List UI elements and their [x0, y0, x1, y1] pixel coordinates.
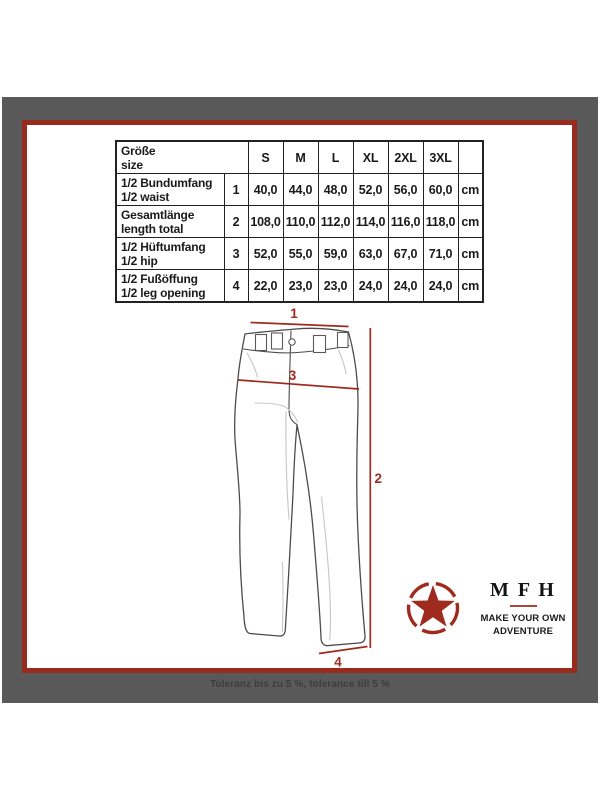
row-label: 1/2 Hüftumfang 1/2 hip: [115, 237, 225, 270]
row-label-de: 1/2 Fußöffung: [121, 271, 198, 286]
header-size-label-en: size: [121, 157, 143, 172]
value-cell: 56,0: [387, 173, 424, 206]
size-column-header: XL: [352, 140, 389, 174]
unit-cell: cm: [457, 237, 484, 270]
header-size-label-de: Größe: [121, 143, 156, 158]
size-column-header: M: [282, 140, 319, 174]
value-cell: 116,0: [387, 205, 424, 238]
value-cell: 108,0: [247, 205, 284, 238]
size-column-header: 3XL: [422, 140, 459, 174]
row-ref: 3: [223, 237, 249, 270]
tolerance-note: Toleranz bis zu 5 %, tolerance till 5 %: [210, 679, 390, 690]
logo-brand: M F H: [490, 579, 556, 601]
row-label-de: 1/2 Hüftumfang: [121, 239, 206, 254]
value-cell: 63,0: [352, 237, 389, 270]
value-cell: 24,0: [422, 269, 459, 303]
row-label-en: 1/2 leg opening: [121, 285, 206, 300]
value-cell: 110,0: [282, 205, 319, 238]
row-label-de: Gesamtlänge: [121, 207, 195, 222]
header-size-label: Größe size: [115, 140, 249, 174]
row-label: Gesamtlänge length total: [115, 205, 225, 238]
value-cell: 59,0: [317, 237, 354, 270]
value-cell: 52,0: [247, 237, 284, 270]
value-cell: 112,0: [317, 205, 354, 238]
logo-tagline-line2: ADVENTURE: [492, 626, 553, 637]
value-cell: 24,0: [387, 269, 424, 303]
value-cell: 55,0: [282, 237, 319, 270]
mfh-logo: M F H MAKE YOUR OWN ADVENTURE: [405, 580, 574, 638]
value-cell: 48,0: [317, 173, 354, 206]
row-label-en: 1/2 waist: [121, 189, 170, 204]
value-cell: 44,0: [282, 173, 319, 206]
value-cell: 60,0: [422, 173, 459, 206]
value-cell: 52,0: [352, 173, 389, 206]
table-row: 1/2 Fußöffung 1/2 leg opening 4 22,0 23,…: [115, 269, 484, 303]
row-label: 1/2 Fußöffung 1/2 leg opening: [115, 269, 225, 303]
logo-text-block: M F H MAKE YOUR OWN ADVENTURE: [472, 580, 574, 638]
table-header-row: Größe size S M L XL 2XL 3XL: [115, 140, 484, 174]
row-label-en: 1/2 hip: [121, 253, 158, 268]
star-icon: [406, 581, 460, 635]
table-row: 1/2 Bundumfang 1/2 waist 1 40,0 44,0 48,…: [115, 173, 484, 206]
unit-column-header: [457, 140, 484, 174]
logo-tagline-line1: MAKE YOUR OWN: [480, 613, 566, 624]
value-cell: 114,0: [352, 205, 389, 238]
unit-cell: cm: [457, 269, 484, 303]
value-cell: 40,0: [247, 173, 284, 206]
value-cell: 23,0: [317, 269, 354, 303]
size-table: Größe size S M L XL 2XL 3XL 1/2 Bundumfa…: [115, 140, 484, 303]
table-row: 1/2 Hüftumfang 1/2 hip 3 52,0 55,0 59,0 …: [115, 237, 484, 270]
row-ref: 2: [223, 205, 249, 238]
value-cell: 23,0: [282, 269, 319, 303]
size-column-header: 2XL: [387, 140, 424, 174]
logo-divider: [509, 605, 537, 607]
value-cell: 118,0: [422, 205, 459, 238]
unit-cell: cm: [457, 173, 484, 206]
row-ref: 1: [223, 173, 249, 206]
value-cell: 24,0: [352, 269, 389, 303]
row-label-en: length total: [121, 221, 184, 236]
size-column-header: S: [247, 140, 284, 174]
row-label-de: 1/2 Bundumfang: [121, 175, 213, 190]
row-label: 1/2 Bundumfang 1/2 waist: [115, 173, 225, 206]
unit-cell: cm: [457, 205, 484, 238]
value-cell: 71,0: [422, 237, 459, 270]
value-cell: 67,0: [387, 237, 424, 270]
row-ref: 4: [223, 269, 249, 303]
table-row: Gesamtlänge length total 2 108,0 110,0 1…: [115, 205, 484, 238]
value-cell: 22,0: [247, 269, 284, 303]
size-column-header: L: [317, 140, 354, 174]
